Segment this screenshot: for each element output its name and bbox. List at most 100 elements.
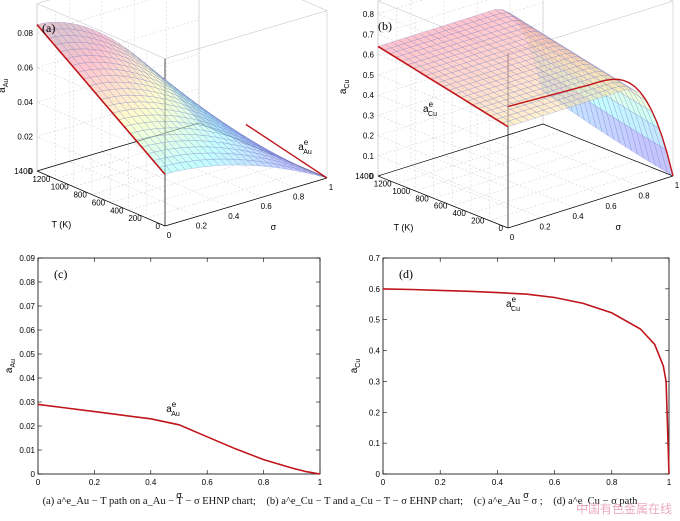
panel-d-ylabel: aCu (349, 359, 362, 374)
panel-b-tag: (b) (378, 19, 392, 33)
panel-b-xtick-label: 0.4 (572, 212, 584, 221)
panel-c-annotation: ae Au (166, 400, 180, 418)
panel-d-ytick-label: 0 (376, 470, 381, 479)
panel-b-box-edge (542, 123, 674, 177)
panel-a-ytick-label: 1000 (51, 183, 69, 192)
panel-d-xtick-label: 0.2 (435, 478, 447, 487)
panel-a-xtick-label: 0.8 (293, 193, 305, 202)
panel-a-annotation: ae Au (298, 138, 312, 156)
panel-b-xtick-label: 0 (510, 233, 515, 242)
panel-a-ztick-label: 0.02 (17, 133, 33, 142)
panel-a-zlabel: aAu (0, 79, 10, 93)
panel-a-ztick-label: 0.06 (17, 64, 33, 73)
panel-d-xlabel: σ (523, 490, 529, 500)
panel-d-xtick-label: 0.8 (606, 478, 618, 487)
panel-b-ytick-label: 400 (452, 209, 466, 218)
panel-b-ytick-label: 200 (471, 217, 485, 226)
panel-c-xtick-label: 0.2 (89, 478, 101, 487)
panel-b-ytick-label: 0 (499, 224, 504, 233)
panel-b-annotation: ae Cu (423, 100, 437, 118)
caption-c: (c) a^e_Au − σ ; (473, 496, 543, 507)
panel-b-xtick-label: 0.6 (605, 202, 617, 211)
panel-a-xlabel: σ (271, 222, 277, 232)
panel-a-box-edge (36, 170, 166, 227)
panel-a-path-T (36, 24, 166, 175)
panel-b-box-edge (377, 175, 509, 229)
panel-a-surface (36, 21, 328, 179)
panel-c-ytick-label: 0.04 (19, 374, 35, 383)
panel-b-xtick-label: 0.2 (539, 223, 551, 232)
panel-b-ztick-label: 0.3 (363, 111, 375, 120)
panel-a-surface-cell (314, 173, 328, 179)
panel-c-xlabel: σ (176, 490, 182, 500)
panel-a-ztick-label: 0 (29, 167, 34, 176)
panel-a-ytick-label: 800 (73, 191, 87, 200)
caption-d: (d) a^e_Cu − σ path (553, 496, 638, 507)
panel-a-ytick-label: 600 (92, 198, 106, 207)
panel-c-ytick-label: 0.06 (19, 326, 35, 335)
panel-b-ztick-label: 0.6 (363, 51, 375, 60)
panel-b-ztick-label: 0.1 (363, 152, 375, 161)
panel-b-box-edge (669, 0, 674, 2)
panel-c-ytick-label: 0.05 (19, 350, 35, 359)
panel-b-ytick-label: 600 (434, 202, 448, 211)
panel-a-box-edge (164, 177, 328, 227)
panel-b-path-sigma (507, 78, 674, 177)
panel-c-series-line (37, 403, 321, 475)
panel-c-ytick-label: 0 (31, 470, 36, 479)
panel-c-tag: (c) (54, 267, 67, 281)
panel-a-box-edge (36, 0, 51, 4)
panel-b-zlabel: aCu (338, 80, 351, 95)
panel-d-xtick-label: 0.4 (492, 478, 504, 487)
panel-b-ztick-label: 0.8 (363, 10, 375, 19)
panel-d-ytick-label: 0.3 (369, 377, 381, 386)
panel-b-ztick-label: 0.7 (363, 30, 375, 39)
panel-d-ytick-label: 0.7 (369, 254, 381, 263)
panel-c-ytick-label: 0.01 (19, 446, 35, 455)
panel-a-ytick-label: 400 (110, 206, 124, 215)
panel-b-ztick-label: 0.2 (363, 132, 375, 141)
panel-d-ytick-label: 0.2 (369, 408, 381, 417)
panel-c-ytick-label: 0.09 (19, 254, 35, 263)
panel-c-xtick-label: 0.4 (145, 478, 157, 487)
panel-a-ytick-label: 0 (156, 222, 161, 231)
panel-b-ztick-label: 0 (370, 172, 375, 181)
panel-d-xtick-label: 0 (381, 478, 386, 487)
panel-a-xtick-label: 0.6 (261, 202, 273, 211)
panel-b-ylabel: T (K) (394, 223, 414, 233)
panel-d-ytick-label: 0.1 (369, 439, 381, 448)
panel-c-ytick-label: 0.03 (19, 398, 35, 407)
panel-a-xtick-label: 0.2 (196, 221, 208, 230)
panel-a-xtick-label: 0.4 (228, 212, 240, 221)
panel-a-ylabel: T (K) (51, 219, 71, 229)
panel-b-ytick-label: 1000 (392, 187, 410, 196)
panel-a-xtick-label: 1 (329, 183, 334, 192)
panel-d-ytick-label: 0.4 (369, 347, 381, 356)
panel-c-xtick-label: 0.8 (258, 478, 270, 487)
panel-c-xtick-label: 0.6 (202, 478, 214, 487)
panel-b-box-edge (377, 0, 383, 2)
panel-d-series-line (382, 288, 670, 475)
panel-a-ztick-label: 0.08 (17, 29, 33, 38)
panel-b-path-T (377, 45, 509, 128)
panel-b-xlabel: σ (616, 222, 622, 232)
panel-c-frame (37, 257, 321, 475)
panel-c-ylabel: aAu (4, 359, 17, 373)
panel-b-ztick-label: 0.4 (363, 91, 375, 100)
panel-a-box-edge (164, 10, 328, 59)
panel-b-box-edge (377, 123, 544, 177)
panel-a-box-edge (301, 0, 328, 11)
panel-c-xtick-label: 0 (36, 478, 41, 487)
panel-d-xtick-label: 1 (667, 478, 672, 487)
panel-a-ytick-label: 200 (128, 214, 142, 223)
panel-a-tag: (a) (42, 21, 55, 35)
panel-b-ztick-label: 0.5 (363, 71, 375, 80)
panel-a-ytick-label: 1200 (32, 175, 50, 184)
panel-c-ytick-label: 0.08 (19, 278, 35, 287)
panel-a-ztick-label: 0.04 (17, 98, 33, 107)
caption-a: (a) a^e_Au − T path on a_Au − T − σ EHNP… (42, 496, 256, 507)
panel-b-ytick-label: 1200 (374, 179, 392, 188)
panel-b-ytick-label: 1400 (355, 172, 373, 181)
panel-b-xtick-label: 1 (675, 181, 680, 190)
